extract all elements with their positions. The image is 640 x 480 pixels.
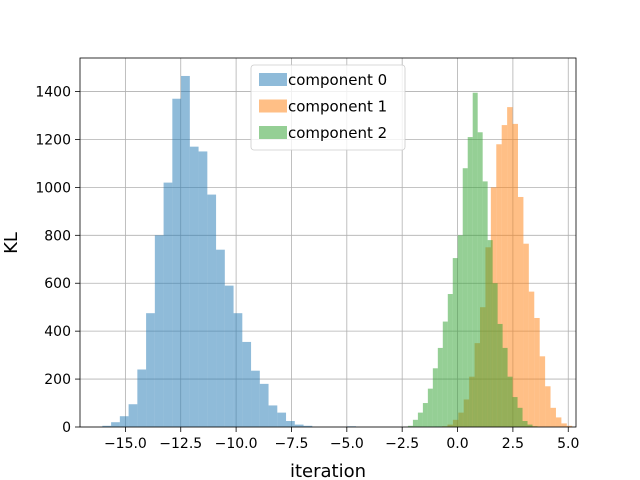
histogram-bar	[216, 249, 225, 427]
y-axis-label: KL	[1, 232, 22, 254]
histogram-bar	[189, 146, 199, 428]
y-tick-label: 1000	[35, 180, 71, 196]
histogram-bar	[534, 317, 540, 427]
histogram-bar	[207, 194, 217, 427]
histogram-bar	[172, 98, 182, 427]
legend-label: component 1	[288, 98, 387, 116]
legend-label: component 0	[288, 71, 387, 89]
histogram-bar	[137, 369, 147, 427]
x-axis-ticks: −15.0 −12.5 −10.0 −7.5 −5.0 −2.5 0.0 2.5 5.0	[104, 427, 579, 452]
histogram-bar	[555, 417, 562, 427]
histogram-bar	[512, 123, 518, 428]
legend-swatch	[259, 126, 287, 139]
histogram-bar	[286, 421, 295, 427]
histogram-bar	[467, 137, 473, 428]
x-tick-label: 0.0	[446, 436, 468, 452]
legend-swatch	[259, 73, 287, 86]
histogram-bar	[119, 416, 129, 427]
histogram-bar	[102, 425, 112, 427]
histogram-bar	[507, 107, 513, 428]
histogram-bar	[487, 240, 493, 427]
histogram-bar	[527, 424, 533, 427]
histogram-bar	[497, 323, 503, 427]
histogram-bar	[522, 421, 528, 427]
y-tick-label: 200	[44, 372, 71, 388]
y-tick-label: 600	[44, 276, 71, 292]
histogram-bar	[407, 425, 413, 427]
y-tick-label: 0	[62, 420, 71, 436]
series-0-bars	[102, 75, 444, 428]
histogram-bar	[496, 144, 502, 427]
x-tick-label: −7.5	[274, 436, 308, 452]
y-tick-label: 1400	[35, 85, 71, 101]
histogram-bar	[417, 412, 423, 427]
histogram-bar	[472, 92, 478, 428]
histogram-bar	[512, 397, 518, 427]
histogram-bar	[432, 368, 438, 427]
y-axis-ticks: 0 200 400 600 800 1000 1200 1400	[35, 85, 80, 436]
histogram-bar	[462, 168, 468, 428]
histogram-bar	[422, 403, 428, 427]
histogram-bar	[128, 404, 138, 427]
y-tick-label: 800	[44, 228, 71, 244]
histogram-bar	[528, 291, 535, 427]
y-tick-label: 400	[44, 324, 71, 340]
y-tick-label: 1200	[35, 132, 71, 148]
histogram-bar	[198, 151, 208, 427]
histogram-bar	[447, 294, 453, 427]
histogram-bar	[251, 370, 260, 427]
histogram-bar	[437, 347, 443, 427]
histogram-bar	[517, 196, 524, 427]
histogram-bar	[482, 181, 488, 427]
histogram-bar	[268, 405, 278, 427]
x-tick-label: 5.0	[557, 436, 579, 452]
x-tick-label: −15.0	[104, 436, 147, 452]
histogram-bar	[303, 425, 313, 427]
histogram-bar	[294, 424, 304, 427]
histogram-bar	[242, 341, 252, 427]
x-tick-label: −5.0	[330, 436, 364, 452]
histogram-bar	[442, 321, 448, 427]
histogram-bar	[539, 356, 546, 427]
histogram-bar	[517, 407, 523, 427]
histogram-bar	[111, 422, 120, 427]
histogram-bar	[492, 283, 498, 427]
histogram-bar	[452, 258, 458, 427]
histogram-bar	[224, 285, 234, 427]
histogram-bar	[154, 235, 164, 427]
histogram-bar	[502, 347, 508, 427]
legend-box	[250, 64, 406, 151]
histogram-bar	[146, 313, 155, 427]
x-tick-label: −10.0	[215, 436, 258, 452]
histogram-bar	[277, 412, 287, 427]
histogram-bar	[427, 388, 433, 427]
histogram-bar	[163, 182, 173, 427]
histogram-bars	[102, 75, 573, 428]
histogram-bar	[412, 419, 418, 427]
x-tick-label: 2.5	[502, 436, 524, 452]
histogram-bar	[523, 243, 529, 427]
histogram-bar	[507, 376, 513, 427]
histogram-bar	[181, 75, 190, 428]
histogram-bar	[566, 425, 573, 427]
legend: component 0 component 1 component 2	[250, 64, 406, 151]
plot-frame	[79, 57, 577, 428]
histogram-bar	[233, 313, 243, 427]
legend-swatch	[259, 99, 287, 113]
series-2-bars	[407, 92, 538, 428]
histogram-bar	[561, 423, 567, 427]
x-tick-label: −2.5	[385, 436, 419, 452]
histogram-bar	[501, 125, 508, 427]
histogram-bar	[259, 383, 269, 427]
histogram-bar	[545, 386, 551, 427]
legend-label: component 2	[288, 124, 387, 142]
x-axis-label: iteration	[290, 461, 366, 480]
histogram-bar	[457, 235, 463, 427]
histogram-bar	[477, 132, 483, 427]
histogram-bar	[550, 407, 556, 427]
x-tick-label: −12.5	[159, 436, 202, 452]
